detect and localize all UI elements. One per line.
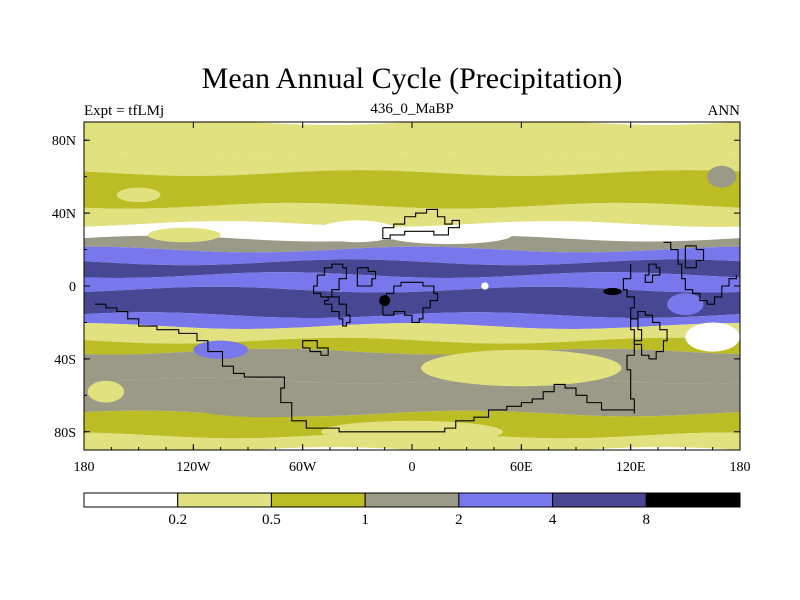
x-tick-label: 120E [616, 460, 646, 475]
colorbar-swatch [552, 492, 647, 508]
contour-field [84, 122, 740, 450]
y-axis: 80N 40N 0 40S 80S [52, 134, 740, 441]
precip-band [84, 286, 740, 319]
coastline [382, 281, 439, 323]
coastline [644, 263, 661, 283]
precip-patch [193, 340, 249, 359]
x-tick-label: 180 [74, 460, 95, 475]
y-tick-label: 80S [54, 426, 76, 441]
precip-band [84, 151, 740, 176]
x-axis: 180 120W 60W 0 60E 120E 180 [74, 122, 751, 475]
colorbar-swatch [270, 492, 366, 508]
y-tick-label: 40N [52, 207, 76, 222]
season-label: ANN [708, 103, 741, 119]
colorbar-label: 4 [549, 512, 557, 528]
precip-patch [667, 293, 704, 316]
x-tick-label: 60W [289, 460, 317, 475]
colorbar-swatch [177, 492, 272, 508]
colorbar-swatch [83, 492, 179, 508]
experiment-label: Expt = tfLMj [84, 103, 164, 119]
coastline [684, 245, 705, 269]
precip-patch [421, 349, 622, 387]
precip-patch [685, 322, 740, 352]
precip-band [84, 377, 740, 417]
precip-patch [184, 391, 349, 418]
colorbar-label: 0.5 [262, 512, 281, 528]
precip-band [84, 259, 740, 278]
precip-band [84, 235, 740, 253]
coastline [382, 208, 460, 240]
precip-patch [707, 165, 737, 188]
colorbar-swatch [458, 492, 554, 508]
y-tick-label: 40S [54, 353, 76, 368]
colorbar-swatch [364, 492, 460, 508]
precip-patch [87, 380, 125, 403]
x-tick-label: 180 [730, 460, 751, 475]
y-tick-label: 0 [69, 280, 76, 295]
colorbar-label: 2 [455, 512, 463, 528]
coastline [313, 263, 347, 298]
precip-patch [147, 227, 221, 243]
coastline [630, 310, 668, 360]
precip-patch [116, 187, 161, 203]
colorbar-label: 1 [361, 512, 369, 528]
precip-patch [481, 282, 489, 290]
colorbar-swatch [645, 492, 741, 508]
coastline [94, 264, 643, 433]
x-tick-label: 0 [409, 460, 416, 475]
precip-band [84, 170, 740, 209]
y-tick-label: 80N [52, 134, 76, 149]
coastline [356, 267, 377, 287]
colorbar-label: 0.2 [168, 512, 187, 528]
period-label: 436_0_MaBP [370, 101, 453, 117]
x-tick-label: 120W [176, 460, 211, 475]
chart-title: Mean Annual Cycle (Precipitation) [202, 62, 623, 95]
x-tick-label: 60E [510, 460, 533, 475]
colorbar: 0.2 0.5 1 2 4 8 [83, 492, 741, 528]
coastline [302, 340, 329, 356]
precip-band [84, 246, 740, 266]
precip-band [84, 323, 740, 344]
precip-patch [603, 287, 622, 296]
precip-band [84, 122, 740, 158]
precip-band [84, 337, 740, 355]
colorbar-label: 8 [643, 512, 651, 528]
precip-band [84, 202, 740, 227]
coastline [663, 241, 737, 305]
precip-patch [317, 220, 398, 243]
coastline-outlines [94, 208, 737, 433]
